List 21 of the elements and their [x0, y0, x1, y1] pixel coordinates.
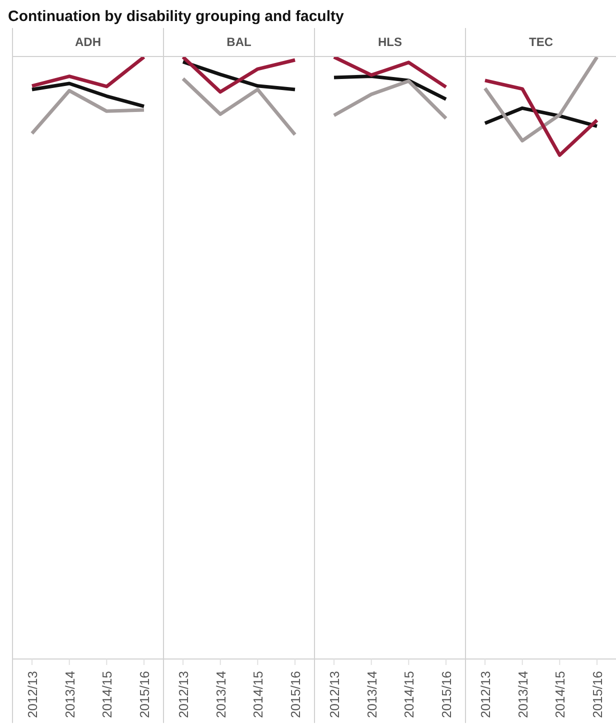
x-tick-label: 2014/15 [250, 671, 266, 718]
x-tick-label: 2013/14 [213, 671, 228, 718]
x-tick-label: 2013/14 [364, 671, 380, 718]
x-tick-label: 2015/16 [288, 671, 303, 718]
x-tick-label: 2014/15 [552, 671, 568, 718]
x-tick-label: 2012/13 [176, 671, 191, 718]
x-tick-label: 2014/15 [402, 671, 417, 718]
chart-title: ADH [13, 28, 163, 57]
x-tick-label: 2013/14 [62, 671, 78, 718]
x-tick-label: 2015/16 [439, 671, 454, 718]
chart-title: BAL [164, 28, 314, 57]
x-tick-label: 2012/13 [327, 671, 342, 718]
x-tick-label: 2012/13 [478, 671, 493, 718]
x-tick-label: 2012/13 [25, 671, 40, 718]
x-tick-label: 2013/14 [515, 671, 530, 718]
chart-title: HLS [315, 28, 465, 57]
chart-title: TEC [466, 28, 616, 57]
x-tick-label: 2015/16 [137, 671, 152, 718]
x-tick-label: 2014/15 [100, 671, 115, 718]
text: Continuation by disability grouping and faculty [8, 8, 345, 27]
x-tick-label: 2015/16 [590, 671, 605, 718]
